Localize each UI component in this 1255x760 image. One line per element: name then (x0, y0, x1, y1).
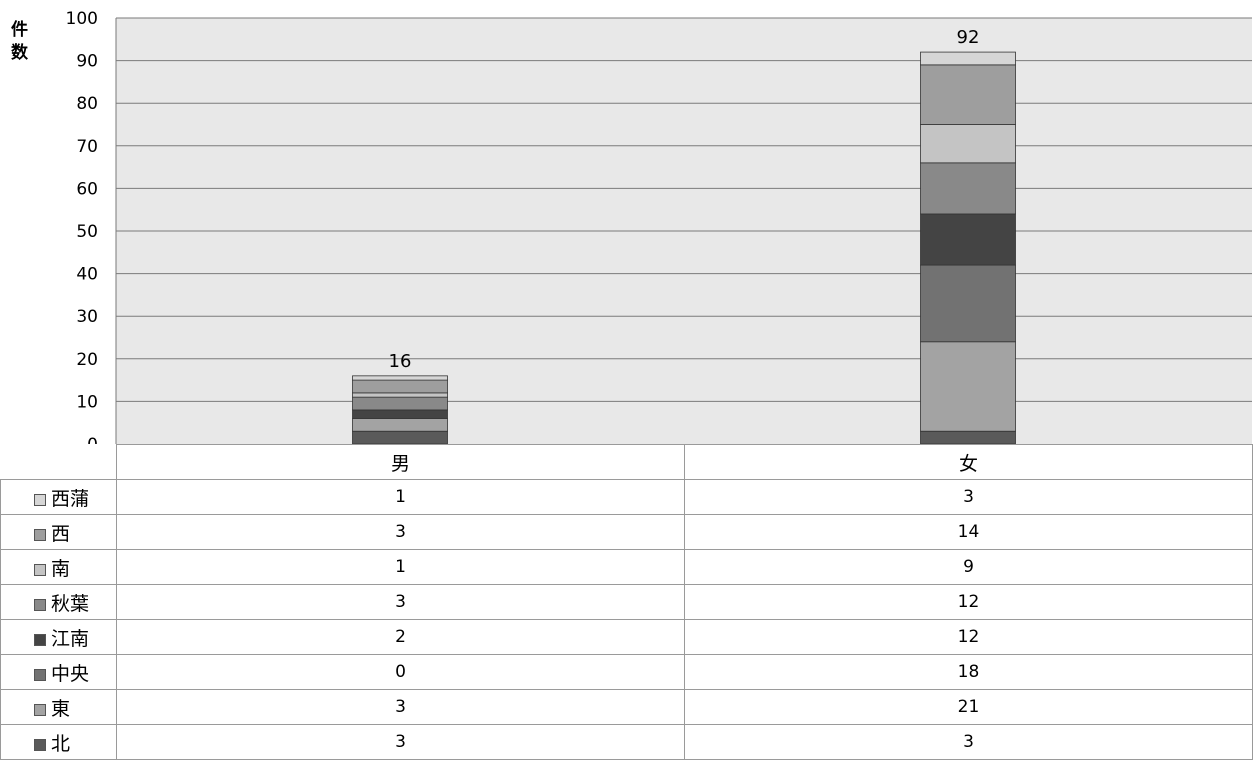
legend-swatch (34, 493, 46, 506)
legend-swatch (34, 738, 46, 751)
series-name-cell: 西 (0, 514, 117, 550)
bar-segment (920, 264, 1016, 343)
table-value-cell: 18 (684, 654, 1253, 690)
gridlines (115, 17, 1252, 444)
bar-segment (920, 64, 1016, 125)
data-table-header: 男女 (0, 444, 1253, 480)
series-name: 秋葉 (51, 592, 90, 615)
legend-swatch (34, 563, 46, 576)
table-value-cell: 14 (684, 514, 1253, 550)
y-tick-label: 0 (87, 435, 98, 444)
series-name-cell: 東 (0, 689, 117, 725)
table-category-header: 女 (684, 444, 1253, 480)
bar-segment (352, 379, 448, 394)
series-name-cell: 江南 (0, 619, 117, 655)
bar-segment (920, 213, 1016, 266)
table-value-cell: 3 (116, 724, 685, 760)
bar-segment (352, 396, 448, 411)
bar-segment (352, 392, 448, 398)
table-value-cell: 0 (116, 654, 685, 690)
y-tick-label: 10 (76, 392, 98, 412)
series-name: 西 (51, 522, 71, 545)
bar-segment (920, 162, 1016, 215)
series-name-cell: 秋葉 (0, 584, 117, 620)
series-name: 中央 (51, 662, 90, 685)
table-row: 中央 0 18 (0, 654, 1253, 690)
y-tick-label: 100 (66, 9, 98, 29)
table-value-cell: 3 (116, 514, 685, 550)
table-value-cell: 3 (684, 724, 1253, 760)
series-name: 北 (51, 732, 71, 755)
bar-segment (352, 375, 448, 381)
table-category-header: 男 (116, 444, 685, 480)
table-row: 江南 2 12 (0, 619, 1253, 655)
table-value-cell: 21 (684, 689, 1253, 725)
table-row: 東 3 21 (0, 689, 1253, 725)
table-row: 秋葉 3 12 (0, 584, 1253, 620)
bar-segment (352, 418, 448, 432)
series-name-cell: 西蒲 (0, 479, 117, 515)
table-corner (0, 444, 117, 480)
table-value-cell: 12 (684, 619, 1253, 655)
series-name: 西蒲 (51, 487, 90, 510)
y-tick-label: 80 (76, 94, 98, 114)
y-tick-labels: 0 10 20 30 40 50 60 70 80 90 100 (66, 9, 98, 444)
bar-segment (352, 430, 448, 444)
table-value-cell: 12 (684, 584, 1253, 620)
table-row: 西蒲 1 3 (0, 479, 1253, 515)
table-value-cell: 2 (116, 619, 685, 655)
bar-segment (920, 124, 1016, 164)
series-name: 東 (51, 697, 71, 720)
y-tick-label: 90 (76, 52, 98, 72)
y-axis-label-part-1: 件 (11, 19, 28, 40)
y-axis-label-part-2: 数 (11, 42, 29, 63)
series-name-cell: 中央 (0, 654, 117, 690)
series-name: 江南 (51, 627, 90, 650)
table-value-cell: 1 (116, 549, 685, 585)
bar-segment (352, 409, 448, 419)
y-tick-label: 20 (76, 350, 98, 370)
y-tick-label: 50 (76, 222, 98, 242)
table-value-cell: 1 (116, 479, 685, 515)
bar-segment (920, 341, 1016, 432)
legend-swatch (34, 668, 46, 681)
y-tick-label: 40 (76, 265, 98, 285)
legend-swatch (34, 633, 46, 646)
bar-segment (920, 430, 1016, 444)
table-value-cell: 3 (684, 479, 1253, 515)
bar-total-label: 16 (389, 351, 412, 372)
y-tick-label: 30 (76, 307, 98, 327)
series-name-cell: 北 (0, 724, 117, 760)
legend-swatch (34, 703, 46, 716)
y-tick-label: 60 (76, 179, 98, 199)
legend-swatch (34, 598, 46, 611)
table-value-cell: 3 (116, 689, 685, 725)
table-value-cell: 9 (684, 549, 1253, 585)
data-table-body: 西蒲 1 3 西 3 14 南 1 9 秋葉 3 12 江南 2 12 中央 0 18 東 3 21 北 3 3 (0, 479, 1253, 760)
table-value-cell: 3 (116, 584, 685, 620)
bars (352, 51, 1016, 444)
data-table: 男女 西蒲 1 3 西 3 14 南 1 9 秋葉 3 12 江南 2 12 中央 0 18 東 3 21 北 3 3 (0, 444, 1253, 760)
bar-total-label: 92 (957, 27, 980, 48)
y-tick-label: 70 (76, 137, 98, 157)
series-name-cell: 南 (0, 549, 117, 585)
series-name: 南 (51, 557, 71, 580)
bar-segment (920, 51, 1016, 66)
legend-swatch (34, 528, 46, 541)
table-row: 西 3 14 (0, 514, 1253, 550)
